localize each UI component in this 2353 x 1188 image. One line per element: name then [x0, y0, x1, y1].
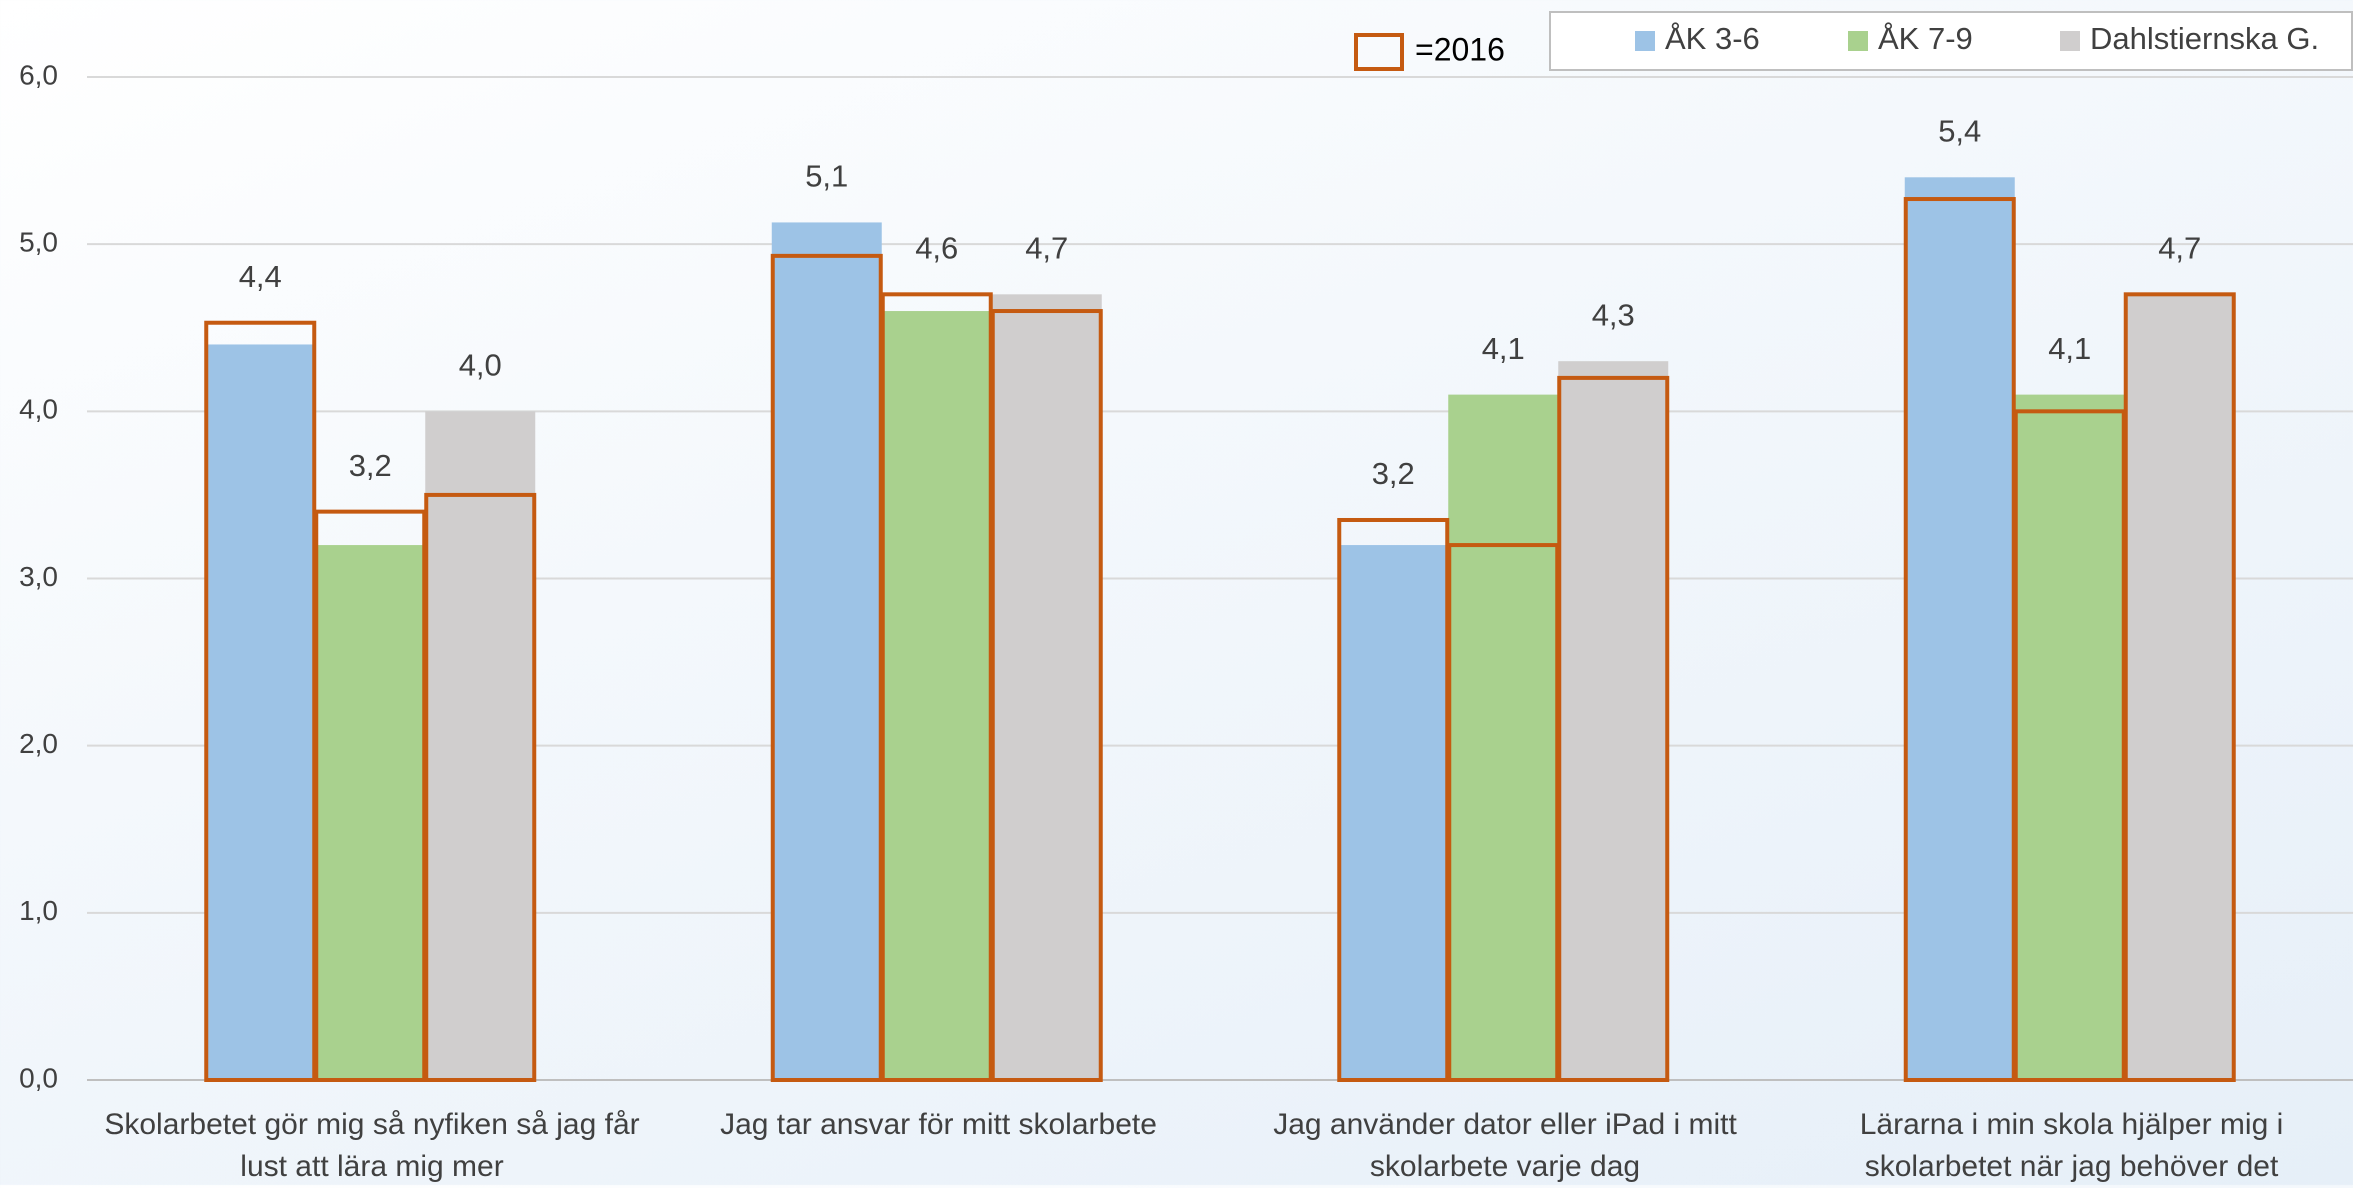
bar: [1558, 361, 1668, 1080]
legend-label: ÅK 7-9: [1878, 21, 1973, 56]
y-tick-label: 5,0: [19, 227, 58, 258]
data-label: 3,2: [349, 448, 392, 483]
data-label: 4,3: [1592, 297, 1635, 332]
y-tick-label: 0,0: [19, 1062, 58, 1093]
bar: [992, 294, 1102, 1080]
data-label: 4,4: [239, 259, 282, 294]
legend-swatch: [1356, 35, 1402, 69]
bar: [1448, 395, 1558, 1080]
x-tick-label: Jag tar ansvar för mitt skolarbete: [654, 1104, 1224, 1146]
data-label: 4,6: [915, 231, 958, 266]
legend-swatch: [1848, 31, 1868, 51]
data-label: 4,7: [1025, 231, 1068, 266]
data-label: 4,7: [2158, 231, 2201, 266]
y-tick-label: 1,0: [19, 895, 58, 926]
data-label: 4,1: [1482, 331, 1525, 366]
bar: [1338, 545, 1448, 1080]
bar: [2015, 395, 2125, 1080]
data-label: 5,1: [805, 159, 848, 194]
bar: [2125, 294, 2235, 1080]
bar: [882, 311, 992, 1080]
legend-label: =2016: [1415, 31, 1505, 67]
y-tick-label: 6,0: [19, 59, 58, 90]
legend-label: Dahlstiernska G.: [2090, 21, 2319, 56]
legend-swatch: [2060, 31, 2080, 51]
bar: [1905, 177, 2015, 1080]
data-label: 4,1: [2048, 331, 2091, 366]
x-tick-label: Skolarbetet gör mig så nyfiken så jag få…: [87, 1104, 657, 1188]
legend-swatch: [1635, 31, 1655, 51]
y-tick-label: 4,0: [19, 394, 58, 425]
y-tick-label: 3,0: [19, 561, 58, 592]
x-tick-label: Lärarna i min skola hjälper mig i skolar…: [1787, 1104, 2353, 1188]
data-label: 5,4: [1938, 113, 1981, 148]
bar: [315, 545, 425, 1080]
bar: [425, 411, 535, 1080]
data-label: 3,2: [1372, 456, 1415, 491]
legend-label: ÅK 3-6: [1665, 21, 1760, 56]
data-label: 4,0: [459, 348, 502, 383]
bar: [205, 344, 315, 1080]
y-tick-label: 2,0: [19, 728, 58, 759]
x-tick-label: Jag använder dator eller iPad i mitt sko…: [1220, 1104, 1790, 1188]
bar: [772, 222, 882, 1080]
